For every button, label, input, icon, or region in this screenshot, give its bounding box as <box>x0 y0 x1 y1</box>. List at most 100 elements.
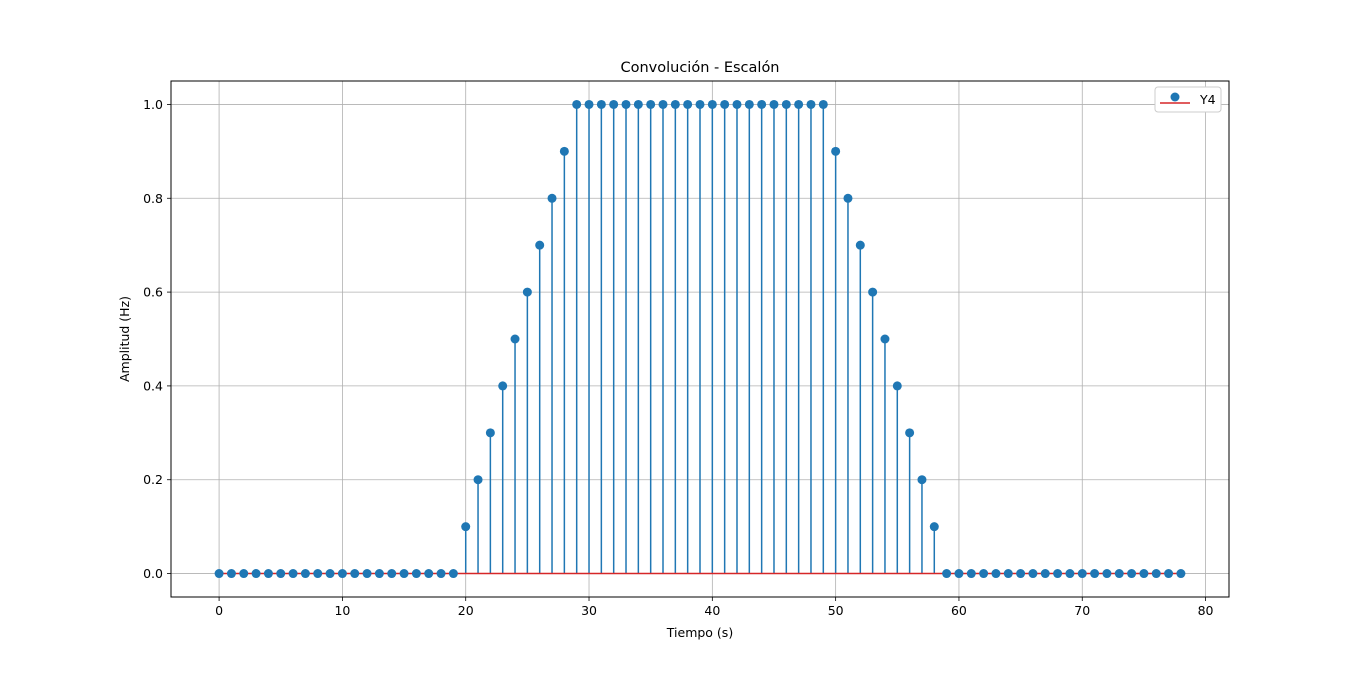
stem-marker <box>794 99 804 109</box>
x-tick-label: 20 <box>458 603 474 618</box>
stem-marker <box>670 99 680 109</box>
stem-marker <box>1114 569 1124 579</box>
stem-marker <box>695 99 705 109</box>
stem-marker <box>621 99 631 109</box>
stem-marker <box>1151 569 1161 579</box>
stem-marker <box>399 569 409 579</box>
legend-label: Y4 <box>1199 92 1216 107</box>
stem-marker <box>1102 569 1112 579</box>
stem-marker <box>929 522 939 532</box>
stem-marker <box>411 569 421 579</box>
stem-marker <box>843 193 853 203</box>
x-tick-label: 80 <box>1198 603 1214 618</box>
stem-marker <box>522 287 532 297</box>
stem-marker <box>1053 569 1063 579</box>
stem-marker <box>942 569 952 579</box>
stem-marker <box>744 99 754 109</box>
stem-marker <box>966 569 976 579</box>
stem-marker <box>461 522 471 532</box>
stem-marker <box>781 99 791 109</box>
stem-marker <box>1016 569 1026 579</box>
stem-marker <box>880 334 890 344</box>
stem-marker <box>596 99 606 109</box>
x-tick-label: 10 <box>334 603 350 618</box>
stem-marker <box>584 99 594 109</box>
x-axis-label: Tiempo (s) <box>666 625 733 640</box>
stem-marker <box>1139 569 1149 579</box>
legend-marker <box>1170 92 1180 102</box>
legend-box <box>1154 86 1222 113</box>
stem-marker <box>362 569 372 579</box>
x-tick-label: 30 <box>581 603 597 618</box>
stem-marker <box>818 99 828 109</box>
y-tick-label: 1.0 <box>143 97 163 112</box>
stem-marker <box>350 569 360 579</box>
stem-marker <box>707 99 717 109</box>
stem-marker <box>831 146 841 156</box>
y-tick-label: 0.0 <box>143 566 163 581</box>
stem-marker <box>732 99 742 109</box>
stem-marker <box>559 146 569 156</box>
stem-marker <box>1164 569 1174 579</box>
stem-marker <box>954 569 964 579</box>
stem-marker <box>683 99 693 109</box>
stem-marker <box>609 99 619 109</box>
stem-marker <box>806 99 816 109</box>
stem-marker <box>387 569 397 579</box>
stem-marker <box>892 381 902 391</box>
stem-marker <box>979 569 989 579</box>
stem-marker <box>263 569 273 579</box>
stem-markers <box>214 99 1186 579</box>
stem-marker <box>1003 569 1013 579</box>
stem-marker <box>868 287 878 297</box>
stem-marker <box>547 193 557 203</box>
y-tick-label: 0.2 <box>143 472 163 487</box>
stem-marker <box>1077 569 1087 579</box>
x-tick-label: 70 <box>1074 603 1090 618</box>
stem-marker <box>1040 569 1050 579</box>
stem-marker <box>646 99 656 109</box>
stem-marker <box>288 569 298 579</box>
y-tick-label: 0.8 <box>143 191 163 206</box>
stem-marker <box>251 569 261 579</box>
stem-marker <box>337 569 347 579</box>
x-tick-label: 60 <box>951 603 967 618</box>
axes-frame <box>170 80 1230 598</box>
stem-marker <box>633 99 643 109</box>
stem-marker <box>448 569 458 579</box>
y-tick-label: 0.4 <box>143 378 163 393</box>
stem-marker <box>276 569 286 579</box>
chart-title: Convolución - Escalón <box>620 60 779 76</box>
stem-lines <box>464 104 936 574</box>
stem-marker <box>1065 569 1075 579</box>
x-axis-ticks: 0 10 20 30 40 50 60 70 80 <box>215 597 1214 618</box>
stem-marker <box>720 99 730 109</box>
stem-marker <box>991 569 1001 579</box>
stem-marker <box>917 475 927 485</box>
stem-marker <box>1127 569 1137 579</box>
stem-marker <box>325 569 335 579</box>
x-tick-label: 0 <box>215 603 223 618</box>
stem-marker <box>300 569 310 579</box>
legend: Y4 <box>1154 86 1222 113</box>
y-tick-label: 0.6 <box>143 285 163 300</box>
stem-marker <box>214 569 224 579</box>
stem-marker <box>485 428 495 438</box>
stem-marker <box>535 240 545 250</box>
stem-marker <box>424 569 434 579</box>
stem-marker <box>905 428 915 438</box>
stem-marker <box>769 99 779 109</box>
stem-marker <box>374 569 384 579</box>
stem-marker <box>855 240 865 250</box>
stem-marker <box>226 569 236 579</box>
stem-marker <box>436 569 446 579</box>
stem-marker <box>1028 569 1038 579</box>
stem-marker <box>658 99 668 109</box>
stem-marker <box>313 569 323 579</box>
stem-marker <box>239 569 249 579</box>
stem-marker <box>757 99 767 109</box>
y-axis-label: Amplitud (Hz) <box>117 296 132 382</box>
